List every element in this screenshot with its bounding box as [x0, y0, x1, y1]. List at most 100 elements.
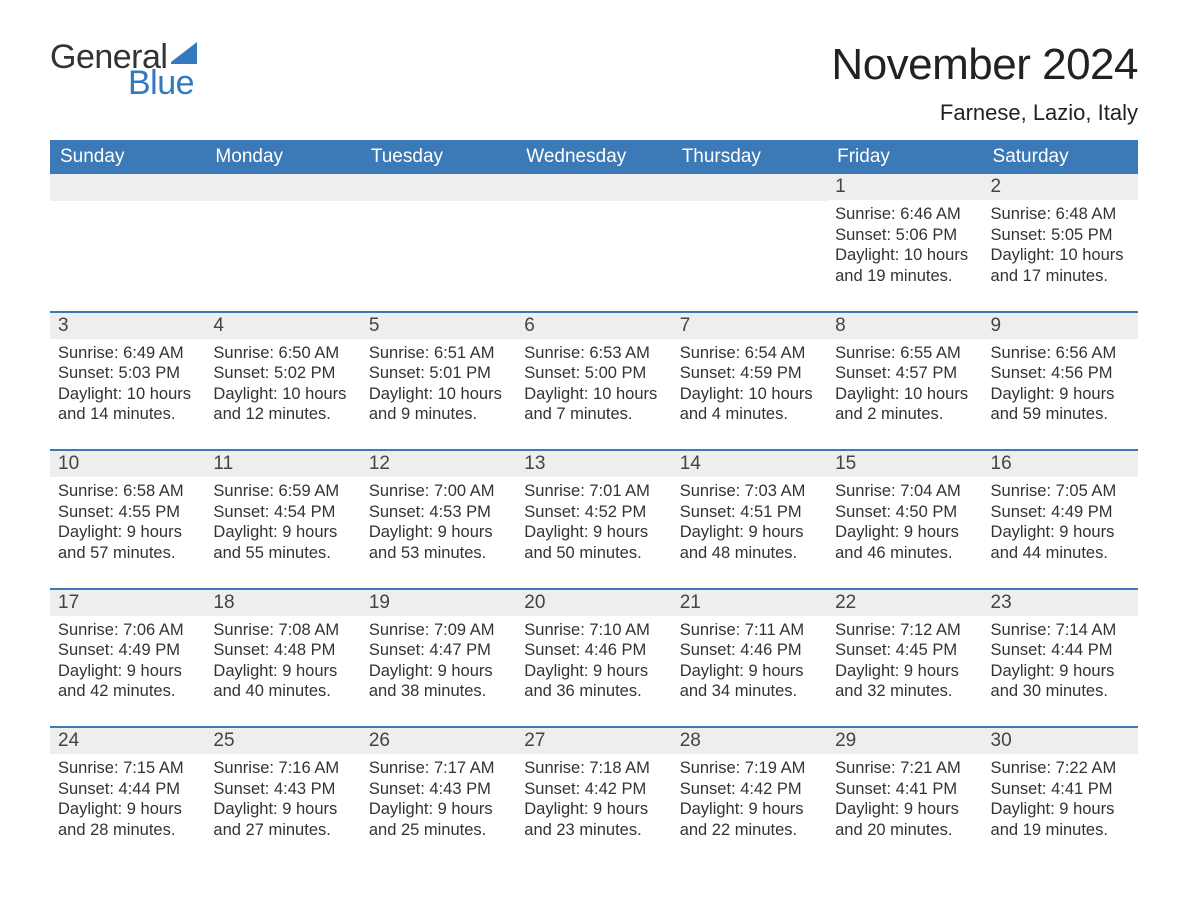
daylight-line-1: Daylight: 9 hours [213, 522, 352, 543]
day-number: 2 [983, 174, 1138, 200]
daylight-line-2: and 4 minutes. [680, 404, 819, 425]
day-body: Sunrise: 7:17 AMSunset: 4:43 PMDaylight:… [361, 754, 516, 845]
sunrise-line: Sunrise: 7:11 AM [680, 620, 819, 641]
sunset-line: Sunset: 4:59 PM [680, 363, 819, 384]
week-row: 17Sunrise: 7:06 AMSunset: 4:49 PMDayligh… [50, 588, 1138, 707]
sunset-line: Sunset: 4:57 PM [835, 363, 974, 384]
daylight-line-2: and 27 minutes. [213, 820, 352, 841]
day-body: Sunrise: 6:58 AMSunset: 4:55 PMDaylight:… [50, 477, 205, 568]
daylight-line-2: and 42 minutes. [58, 681, 197, 702]
daylight-line-2: and 40 minutes. [213, 681, 352, 702]
day-number: 26 [361, 728, 516, 754]
daylight-line-2: and 2 minutes. [835, 404, 974, 425]
day-body: Sunrise: 7:09 AMSunset: 4:47 PMDaylight:… [361, 616, 516, 707]
sunset-line: Sunset: 5:03 PM [58, 363, 197, 384]
sunrise-line: Sunrise: 6:53 AM [524, 343, 663, 364]
daylight-line-1: Daylight: 9 hours [680, 661, 819, 682]
daylight-line-1: Daylight: 9 hours [991, 522, 1130, 543]
daylight-line-1: Daylight: 9 hours [991, 661, 1130, 682]
sunrise-line: Sunrise: 7:00 AM [369, 481, 508, 502]
header: General Blue November 2024 Farnese, Lazi… [50, 40, 1138, 126]
week-spacer [50, 706, 1138, 726]
day-body: Sunrise: 7:06 AMSunset: 4:49 PMDaylight:… [50, 616, 205, 707]
day-cell: 12Sunrise: 7:00 AMSunset: 4:53 PMDayligh… [361, 451, 516, 568]
daylight-line-2: and 55 minutes. [213, 543, 352, 564]
daylight-line-2: and 57 minutes. [58, 543, 197, 564]
sunrise-line: Sunrise: 6:46 AM [835, 204, 974, 225]
day-body: Sunrise: 7:00 AMSunset: 4:53 PMDaylight:… [361, 477, 516, 568]
day-body: Sunrise: 7:18 AMSunset: 4:42 PMDaylight:… [516, 754, 671, 845]
day-cell: 15Sunrise: 7:04 AMSunset: 4:50 PMDayligh… [827, 451, 982, 568]
empty-day-strip [205, 174, 360, 201]
weekday-header-row: SundayMondayTuesdayWednesdayThursdayFrid… [50, 140, 1138, 174]
day-cell: 14Sunrise: 7:03 AMSunset: 4:51 PMDayligh… [672, 451, 827, 568]
daylight-line-2: and 14 minutes. [58, 404, 197, 425]
empty-day-strip [516, 174, 671, 201]
sunset-line: Sunset: 4:55 PM [58, 502, 197, 523]
daylight-line-1: Daylight: 10 hours [835, 384, 974, 405]
daylight-line-1: Daylight: 9 hours [835, 799, 974, 820]
day-number: 21 [672, 590, 827, 616]
day-number: 3 [50, 313, 205, 339]
daylight-line-1: Daylight: 10 hours [680, 384, 819, 405]
daylight-line-1: Daylight: 9 hours [369, 661, 508, 682]
logo-text-blue: Blue [128, 66, 199, 100]
sunset-line: Sunset: 4:43 PM [369, 779, 508, 800]
day-number: 30 [983, 728, 1138, 754]
day-number: 20 [516, 590, 671, 616]
sunrise-line: Sunrise: 6:51 AM [369, 343, 508, 364]
day-cell: 6Sunrise: 6:53 AMSunset: 5:00 PMDaylight… [516, 313, 671, 430]
day-number: 8 [827, 313, 982, 339]
daylight-line-1: Daylight: 9 hours [524, 799, 663, 820]
sunset-line: Sunset: 4:50 PM [835, 502, 974, 523]
weeks-container: 1Sunrise: 6:46 AMSunset: 5:06 PMDaylight… [50, 174, 1138, 845]
daylight-line-2: and 48 minutes. [680, 543, 819, 564]
day-cell [672, 174, 827, 291]
daylight-line-1: Daylight: 9 hours [58, 522, 197, 543]
day-cell: 16Sunrise: 7:05 AMSunset: 4:49 PMDayligh… [983, 451, 1138, 568]
day-cell: 2Sunrise: 6:48 AMSunset: 5:05 PMDaylight… [983, 174, 1138, 291]
daylight-line-2: and 28 minutes. [58, 820, 197, 841]
day-body: Sunrise: 7:04 AMSunset: 4:50 PMDaylight:… [827, 477, 982, 568]
calendar: SundayMondayTuesdayWednesdayThursdayFrid… [50, 140, 1138, 845]
day-cell: 23Sunrise: 7:14 AMSunset: 4:44 PMDayligh… [983, 590, 1138, 707]
sunset-line: Sunset: 4:47 PM [369, 640, 508, 661]
daylight-line-1: Daylight: 10 hours [991, 245, 1130, 266]
day-number: 4 [205, 313, 360, 339]
day-cell: 5Sunrise: 6:51 AMSunset: 5:01 PMDaylight… [361, 313, 516, 430]
sunset-line: Sunset: 4:46 PM [680, 640, 819, 661]
daylight-line-2: and 30 minutes. [991, 681, 1130, 702]
daylight-line-1: Daylight: 9 hours [835, 522, 974, 543]
day-body: Sunrise: 6:54 AMSunset: 4:59 PMDaylight:… [672, 339, 827, 430]
day-cell: 17Sunrise: 7:06 AMSunset: 4:49 PMDayligh… [50, 590, 205, 707]
day-body: Sunrise: 7:21 AMSunset: 4:41 PMDaylight:… [827, 754, 982, 845]
day-number: 14 [672, 451, 827, 477]
empty-day-strip [50, 174, 205, 201]
day-cell: 3Sunrise: 6:49 AMSunset: 5:03 PMDaylight… [50, 313, 205, 430]
day-number: 9 [983, 313, 1138, 339]
day-body: Sunrise: 7:15 AMSunset: 4:44 PMDaylight:… [50, 754, 205, 845]
sunrise-line: Sunrise: 7:18 AM [524, 758, 663, 779]
daylight-line-1: Daylight: 10 hours [369, 384, 508, 405]
weekday-header-cell: Sunday [50, 140, 205, 174]
sunrise-line: Sunrise: 7:14 AM [991, 620, 1130, 641]
daylight-line-1: Daylight: 9 hours [680, 522, 819, 543]
daylight-line-1: Daylight: 9 hours [524, 522, 663, 543]
page-title: November 2024 [831, 40, 1138, 90]
day-body: Sunrise: 6:49 AMSunset: 5:03 PMDaylight:… [50, 339, 205, 430]
sunrise-line: Sunrise: 7:06 AM [58, 620, 197, 641]
day-body: Sunrise: 7:22 AMSunset: 4:41 PMDaylight:… [983, 754, 1138, 845]
sunset-line: Sunset: 4:51 PM [680, 502, 819, 523]
day-cell: 1Sunrise: 6:46 AMSunset: 5:06 PMDaylight… [827, 174, 982, 291]
day-body: Sunrise: 6:59 AMSunset: 4:54 PMDaylight:… [205, 477, 360, 568]
sunset-line: Sunset: 4:46 PM [524, 640, 663, 661]
daylight-line-1: Daylight: 9 hours [680, 799, 819, 820]
daylight-line-2: and 9 minutes. [369, 404, 508, 425]
day-body: Sunrise: 7:11 AMSunset: 4:46 PMDaylight:… [672, 616, 827, 707]
sunrise-line: Sunrise: 7:09 AM [369, 620, 508, 641]
empty-day-strip [672, 174, 827, 201]
day-cell: 4Sunrise: 6:50 AMSunset: 5:02 PMDaylight… [205, 313, 360, 430]
day-body: Sunrise: 7:12 AMSunset: 4:45 PMDaylight:… [827, 616, 982, 707]
daylight-line-2: and 53 minutes. [369, 543, 508, 564]
empty-day-strip [361, 174, 516, 201]
